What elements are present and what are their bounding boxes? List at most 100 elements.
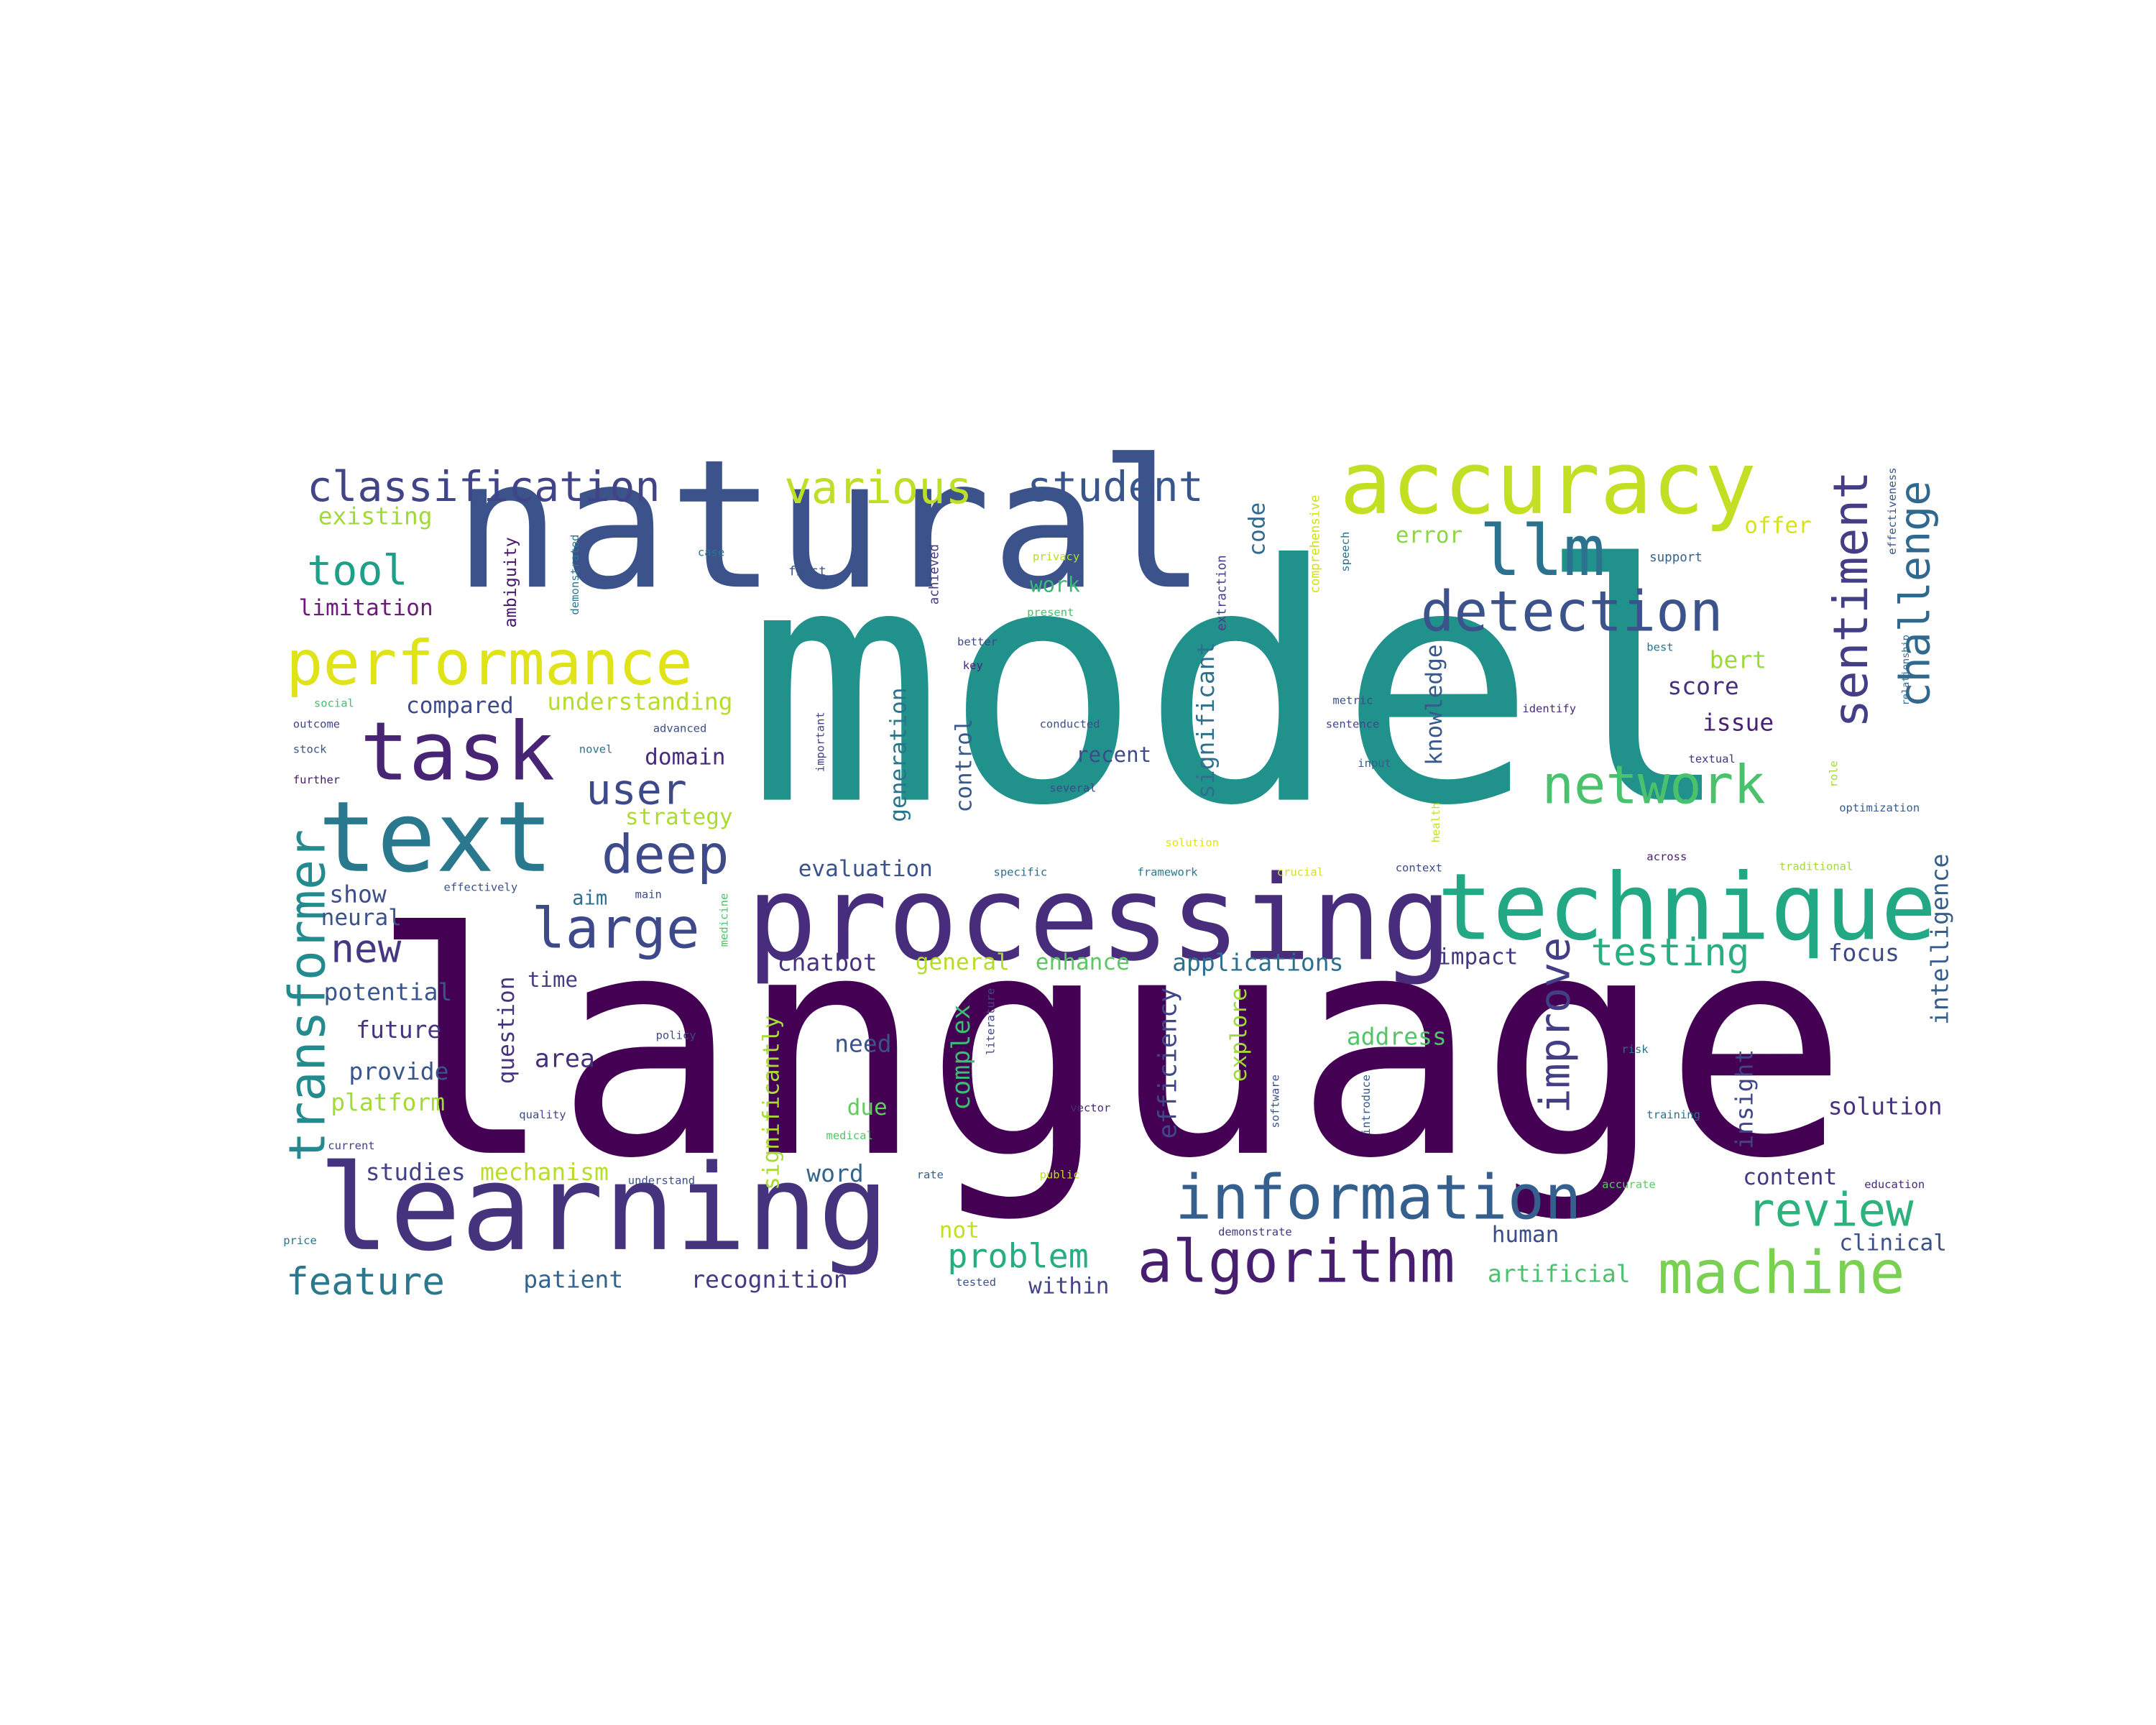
word-understand: understand [628, 1174, 695, 1187]
word-new: new [331, 926, 401, 972]
word-code: code [1245, 502, 1271, 556]
word-control: control [952, 718, 977, 812]
word-studies: studies [366, 1158, 466, 1186]
word-important: important [814, 712, 827, 772]
word-policy: policy [656, 1029, 696, 1041]
word-further: further [293, 773, 340, 786]
word-comprehensive: comprehensive [1309, 495, 1323, 594]
word-transformer: transformer [279, 829, 337, 1162]
word-general: general [916, 949, 1010, 975]
word-problem: problem [947, 1237, 1088, 1276]
word-offer: offer [1744, 512, 1812, 538]
word-user: user [586, 765, 687, 814]
word-processing: processing [747, 851, 1452, 987]
word-health: health [1429, 802, 1442, 842]
word-focus: focus [1828, 939, 1899, 967]
word-improve: improve [1531, 937, 1580, 1114]
word-tool: tool [307, 546, 407, 595]
word-advanced: advanced [653, 722, 707, 735]
word-across: across [1646, 850, 1687, 863]
word-machine: machine [1658, 1239, 1905, 1307]
word-llm: llm [1479, 510, 1605, 592]
word-patient: patient [523, 1266, 623, 1294]
word-learning: learning [318, 1139, 890, 1277]
word-key: key [963, 659, 983, 672]
word-provide: provide [349, 1057, 448, 1085]
word-case: case [698, 546, 724, 559]
word-platform: platform [331, 1088, 445, 1116]
word-content: content [1743, 1164, 1837, 1190]
word-metric: metric [1332, 694, 1373, 707]
word-artificial: artificial [1488, 1260, 1631, 1288]
word-not: not [939, 1218, 980, 1243]
word-score: score [1667, 672, 1738, 700]
word-better: better [957, 635, 998, 648]
word-evaluation: evaluation [798, 856, 933, 882]
word-information: information [1175, 1163, 1582, 1234]
word-compared: compared [406, 693, 514, 719]
word-network: network [1542, 754, 1766, 816]
word-testing: testing [1591, 931, 1750, 975]
word-intelligence: intelligence [1926, 854, 1954, 1025]
word-support: support [1649, 551, 1703, 565]
word-classification: classification [307, 462, 660, 511]
word-aim: aim [572, 888, 607, 910]
word-vector: vector [1070, 1101, 1110, 1114]
word-natural: natural [453, 420, 1206, 629]
word-software: software [1269, 1075, 1282, 1128]
word-explore: explore [1226, 988, 1252, 1082]
word-present: present [1027, 606, 1074, 619]
word-outcome: outcome [293, 717, 340, 730]
word-social: social [314, 696, 354, 709]
word-risk: risk [1621, 1043, 1649, 1056]
word-area: area [535, 1044, 595, 1073]
word-generation: generation [885, 687, 911, 822]
word-need: need [834, 1029, 891, 1057]
word-conducted: conducted [1040, 717, 1100, 730]
word-first: first [788, 564, 826, 579]
word-tested: tested [956, 1276, 996, 1289]
word-existing: existing [318, 502, 433, 530]
word-best: best [1646, 641, 1673, 654]
word-language: language [370, 868, 1849, 1225]
word-understanding: understanding [547, 688, 732, 716]
word-demonstrate: demonstrate [1218, 1225, 1292, 1238]
word-potential: potential [324, 978, 453, 1006]
word-demonstrated: demonstrated [568, 535, 581, 615]
word-solution: solution [1828, 1092, 1943, 1121]
word-student: student [1027, 462, 1204, 511]
word-quality: quality [519, 1108, 566, 1121]
word-training: training [1646, 1108, 1700, 1121]
word-literature: literature [985, 988, 998, 1055]
word-algorithm: algorithm [1138, 1228, 1455, 1297]
word-applications: applications [1172, 949, 1343, 977]
word-strategy: strategy [625, 804, 733, 830]
word-textual: textual [1689, 753, 1736, 765]
word-address: address [1347, 1023, 1447, 1051]
word-ambiguity: ambiguity [501, 537, 520, 627]
word-model: model [747, 495, 1734, 878]
word-traditional: traditional [1779, 860, 1853, 873]
word-review: review [1747, 1184, 1914, 1238]
word-large: large [532, 896, 700, 961]
word-specific: specific [994, 865, 1048, 878]
word-time: time [528, 967, 578, 992]
word-medicine: medicine [718, 893, 731, 947]
word-work: work [1030, 572, 1081, 597]
word-deep: deep [602, 824, 729, 886]
word-complex: complex [947, 1004, 976, 1110]
word-neural: neural [321, 905, 402, 931]
word-relationship: relationship [1900, 635, 1912, 705]
word-context: context [1396, 861, 1442, 874]
word-accuracy: accuracy [1340, 433, 1756, 534]
word-impact: impact [1437, 944, 1518, 970]
word-efficiency: efficiency [1153, 988, 1182, 1139]
word-novel: novel [579, 742, 613, 755]
word-domain: domain [645, 745, 725, 770]
word-detection: detection [1421, 580, 1723, 645]
word-chatbot: chatbot [778, 949, 877, 977]
word-price: price [283, 1234, 317, 1247]
word-privacy: privacy [1033, 550, 1079, 563]
word-human: human [1492, 1222, 1560, 1248]
